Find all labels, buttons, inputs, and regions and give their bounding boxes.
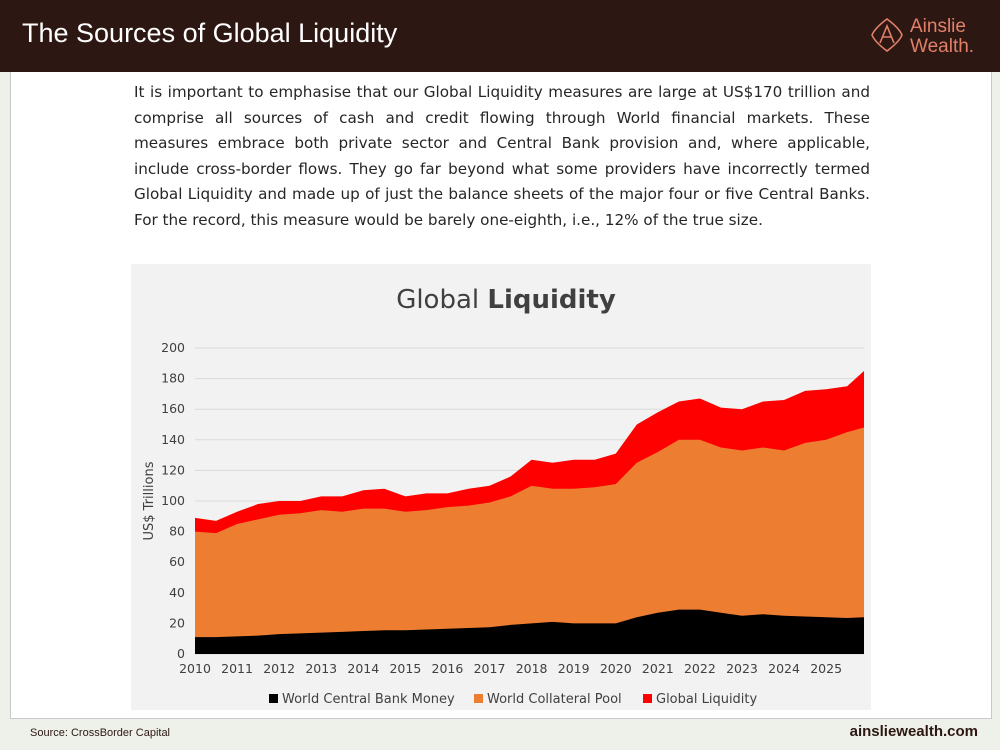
source-credit: Source: CrossBorder Capital	[30, 727, 171, 739]
legend-label: World Collateral Pool	[487, 692, 622, 707]
x-tick-label: 2025	[810, 661, 842, 676]
legend-swatch	[474, 694, 483, 703]
x-axis-ticks: 2010 2011 2012 2013 2014 2015 2016 2017 2018 2019…	[179, 661, 842, 676]
chart-title: Global Liquidity	[396, 285, 616, 315]
chart-title-bold: Liquidity	[487, 285, 615, 315]
chart-legend: World Central Bank Money World Collateral…	[269, 692, 758, 707]
legend-label: World Central Bank Money	[282, 692, 455, 707]
y-tick-label: 100	[161, 493, 185, 508]
chart-title-plain: Global	[396, 285, 487, 315]
chart-areas	[195, 370, 864, 654]
x-tick-label: 2023	[726, 661, 758, 676]
logo-text-wealth: Wealth.	[910, 36, 975, 57]
legend-label: Global Liquidity	[656, 692, 758, 707]
y-tick-label: 140	[161, 432, 185, 447]
y-tick-label: 200	[161, 340, 185, 355]
page-title: The Sources of Global Liquidity	[22, 18, 398, 48]
y-tick-label: 0	[177, 646, 185, 661]
ainslie-wealth-logo[interactable]: Ainslie Wealth.	[868, 16, 988, 58]
y-tick-label: 40	[169, 585, 185, 600]
y-tick-label: 120	[161, 462, 185, 477]
x-tick-label: 2020	[600, 661, 632, 676]
area-world-collateral-pool	[195, 427, 864, 654]
x-tick-label: 2017	[474, 661, 506, 676]
logo-mark-icon	[871, 17, 903, 53]
body-paragraph: It is important to emphasise that our Gl…	[134, 83, 870, 229]
y-tick-label: 60	[169, 554, 185, 569]
y-tick-label: 80	[169, 524, 185, 539]
logo-text-ainslie: Ainslie	[910, 16, 966, 37]
legend-swatch	[643, 694, 652, 703]
website-link[interactable]: ainsliewealth.com	[849, 723, 978, 740]
y-tick-label: 180	[161, 371, 185, 386]
y-tick-label: 20	[169, 615, 185, 630]
legend-swatch	[269, 694, 278, 703]
x-tick-label: 2018	[516, 661, 548, 676]
x-tick-label: 2019	[558, 661, 590, 676]
x-tick-label: 2011	[221, 661, 253, 676]
x-tick-label: 2016	[432, 661, 464, 676]
content-panel: It is important to emphasise that our Gl…	[10, 72, 992, 719]
x-tick-label: 2014	[347, 661, 379, 676]
x-tick-label: 2015	[389, 661, 421, 676]
y-tick-label: 160	[161, 401, 185, 416]
x-tick-label: 2010	[179, 661, 211, 676]
x-tick-label: 2013	[305, 661, 337, 676]
x-tick-label: 2012	[263, 661, 295, 676]
global-liquidity-chart: Global Liquidity 0 20 40 60 80 100 120 140 160 18…	[131, 264, 871, 710]
header-bar: The Sources of Global Liquidity Ainslie …	[0, 0, 1000, 72]
x-tick-label: 2024	[768, 661, 800, 676]
x-tick-label: 2021	[642, 661, 674, 676]
area-world-central-bank-money	[195, 609, 864, 654]
y-axis-ticks: 0 20 40 60 80 100 120 140 160 180 200	[161, 340, 185, 661]
y-axis-label: US$ Trillions	[142, 461, 157, 540]
x-tick-label: 2022	[684, 661, 716, 676]
